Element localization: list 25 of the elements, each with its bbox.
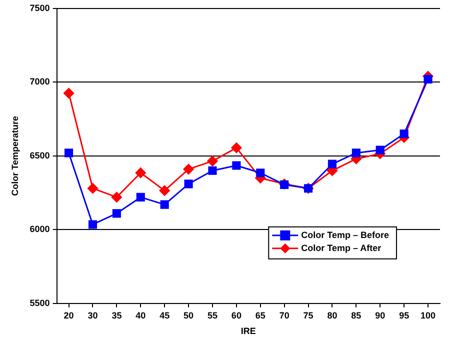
x-tick-label: 90 — [375, 310, 386, 320]
legend-label: Color Temp – Before — [301, 230, 390, 240]
y-tick-label: 5500 — [30, 298, 50, 308]
y-tick-label: 6000 — [30, 224, 50, 234]
x-tick-label: 75 — [303, 310, 314, 320]
y-tick-label: 7000 — [30, 76, 50, 87]
x-tick-label: 55 — [207, 310, 218, 320]
x-tick-label: 80 — [327, 310, 338, 320]
x-tick-label: 95 — [399, 310, 410, 320]
x-tick-label: 85 — [351, 310, 362, 320]
x-tick-label: 50 — [184, 310, 194, 320]
x-tick-label: 30 — [88, 310, 98, 320]
y-axis-title: Color Temperature — [10, 116, 20, 196]
x-tick-label: 20 — [64, 310, 74, 320]
x-tick-label: 45 — [160, 310, 170, 320]
x-tick-label: 40 — [136, 310, 146, 320]
x-tick-label: 100 — [420, 310, 436, 320]
legend-label: Color Temp – After — [301, 242, 382, 253]
y-tick-label: 6500 — [30, 150, 50, 160]
x-tick-label: 70 — [279, 310, 290, 320]
y-tick-label: 7500 — [30, 2, 50, 13]
x-tick-label: 35 — [112, 310, 122, 320]
x-axis-title: IRE — [240, 326, 256, 336]
x-tick-label: 60 — [231, 310, 242, 320]
x-tick-label: 65 — [255, 310, 266, 320]
